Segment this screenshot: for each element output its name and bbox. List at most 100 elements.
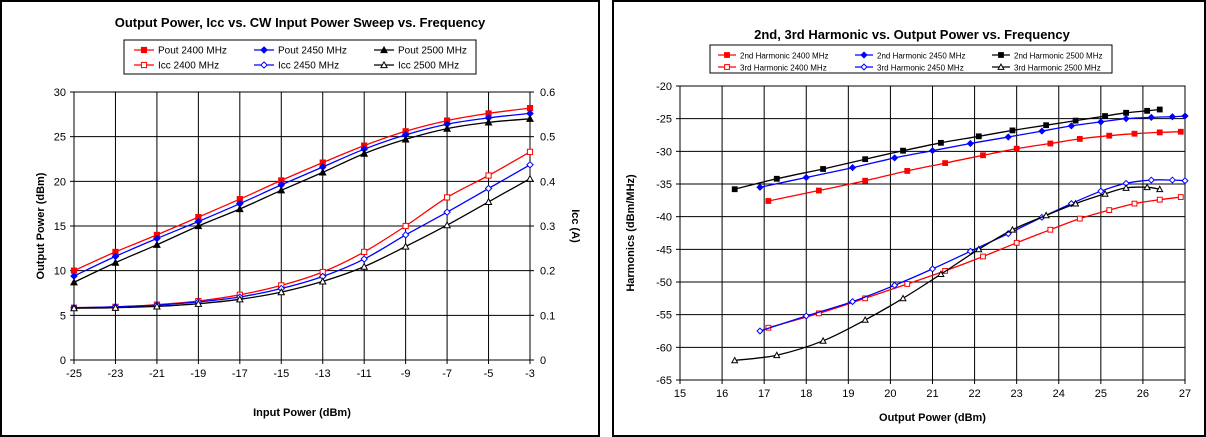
- x-tick-label: 21: [926, 388, 938, 400]
- legend-swatch-marker: [380, 45, 388, 54]
- data-point: [980, 253, 986, 260]
- y-axis-title: Output Power (dBm): [35, 172, 47, 279]
- y2-tick-label: 0: [540, 355, 546, 367]
- x-tick-label: 15: [674, 388, 686, 400]
- data-point: [1123, 109, 1129, 116]
- y-tick-label: 0: [60, 355, 66, 367]
- data-point: [1181, 112, 1189, 120]
- data-point: [904, 281, 911, 287]
- legend-swatch-marker: [998, 52, 1004, 58]
- y-tick-label: -20: [656, 81, 672, 93]
- data-point: [899, 294, 907, 302]
- data-point: [526, 114, 534, 122]
- data-point: [1156, 185, 1164, 193]
- series-3: [765, 194, 1184, 331]
- legend-swatch-marker: [860, 63, 868, 71]
- data-point: [235, 204, 244, 213]
- series-line: [73, 118, 531, 283]
- legend-box: [123, 39, 477, 75]
- data-point: [980, 152, 986, 159]
- data-point: [731, 186, 738, 193]
- data-point: [526, 160, 534, 169]
- legend-label: Pout 2400 MHz: [158, 46, 227, 57]
- series-1: [70, 109, 534, 280]
- data-point: [1131, 200, 1138, 207]
- x-axis-title: Output Power (dBm): [879, 412, 986, 424]
- data-point: [1106, 207, 1113, 214]
- x-tick-label: 18: [800, 388, 812, 400]
- data-point: [401, 231, 410, 239]
- data-point: [443, 208, 451, 216]
- legend-label: Icc 2500 MHz: [398, 61, 459, 72]
- x-tick-label: 20: [884, 388, 896, 400]
- y-tick-label: 25: [54, 132, 66, 144]
- legend-swatch-marker: [724, 52, 730, 58]
- y-tick-label: -40: [656, 212, 672, 224]
- data-point: [975, 245, 983, 253]
- data-point: [848, 164, 857, 172]
- data-point: [484, 118, 493, 126]
- data-point: [1008, 225, 1017, 233]
- data-point: [756, 183, 764, 191]
- data-point: [443, 220, 452, 229]
- y-tick-label: 20: [54, 176, 66, 188]
- data-point: [891, 281, 899, 289]
- data-point: [1097, 118, 1105, 126]
- data-point: [1177, 128, 1184, 135]
- x-tick-label: -23: [108, 368, 124, 380]
- y-tick-label: -65: [656, 375, 672, 387]
- data-point: [1038, 127, 1046, 135]
- data-point: [360, 262, 369, 270]
- x-tick-label: 26: [1137, 388, 1149, 400]
- y2-tick-label: 0.6: [540, 87, 555, 99]
- data-point: [904, 168, 911, 174]
- legend-swatch-marker: [724, 64, 730, 70]
- y-tick-label: 5: [60, 310, 66, 322]
- y-tick-label: 30: [54, 87, 66, 99]
- y-tick-label: -50: [656, 277, 672, 289]
- x-tick-label: -17: [232, 368, 248, 380]
- data-point: [975, 133, 982, 140]
- y2-tick-label: 0.3: [540, 221, 555, 233]
- data-point: [402, 222, 409, 230]
- y2-axis-title: Icc (A): [569, 209, 581, 243]
- data-point: [942, 160, 949, 166]
- legend-swatch-marker: [140, 61, 148, 69]
- data-point: [1047, 226, 1054, 233]
- data-point: [900, 147, 906, 154]
- data-point: [928, 265, 937, 273]
- data-point: [1156, 106, 1163, 113]
- data-point: [401, 135, 410, 143]
- chart-panel-left: 0 5 10 15 20 25 30 -25 -23 -21 -19 -17 -15 -13 -11 -9 -7…: [0, 0, 600, 437]
- data-point: [802, 173, 810, 182]
- x-tick-label: -25: [66, 368, 82, 380]
- data-point: [152, 240, 161, 248]
- data-point: [1013, 145, 1020, 152]
- x-tick-label: -21: [149, 368, 165, 380]
- output-power-icc-chart: 0 5 10 15 20 25 30 -25 -23 -21 -19 -17 -15 -13 -11 -9 -7…: [0, 0, 600, 437]
- data-point: [937, 270, 945, 278]
- data-point: [1122, 115, 1130, 123]
- data-point: [1047, 140, 1054, 147]
- legend-label: 2nd Harmonic 2400 MHz: [740, 52, 828, 61]
- data-point: [1076, 136, 1083, 142]
- legend-label: 3rd Harmonic 2400 MHz: [740, 64, 827, 73]
- y2-tick-label: 0.1: [540, 310, 555, 322]
- data-point: [730, 356, 739, 364]
- data-point: [1072, 117, 1079, 124]
- data-point: [1168, 113, 1176, 121]
- data-point: [1042, 211, 1050, 219]
- data-point: [1004, 133, 1012, 141]
- harmonics-chart: -65 -60 -55 -50 -45 -40 -35 -30 -25 -20 15 16 17 18 19…: [612, 0, 1206, 437]
- x-tick-label: -5: [484, 368, 494, 380]
- legend-swatch-marker: [997, 63, 1005, 70]
- data-point: [1122, 183, 1130, 191]
- legend-swatch-marker: [260, 61, 268, 69]
- data-point: [1131, 130, 1138, 137]
- data-point: [70, 304, 78, 312]
- series-5: [730, 183, 1164, 364]
- data-point: [443, 194, 451, 201]
- data-point: [1071, 199, 1080, 207]
- data-point: [1043, 122, 1050, 129]
- data-point: [318, 277, 327, 285]
